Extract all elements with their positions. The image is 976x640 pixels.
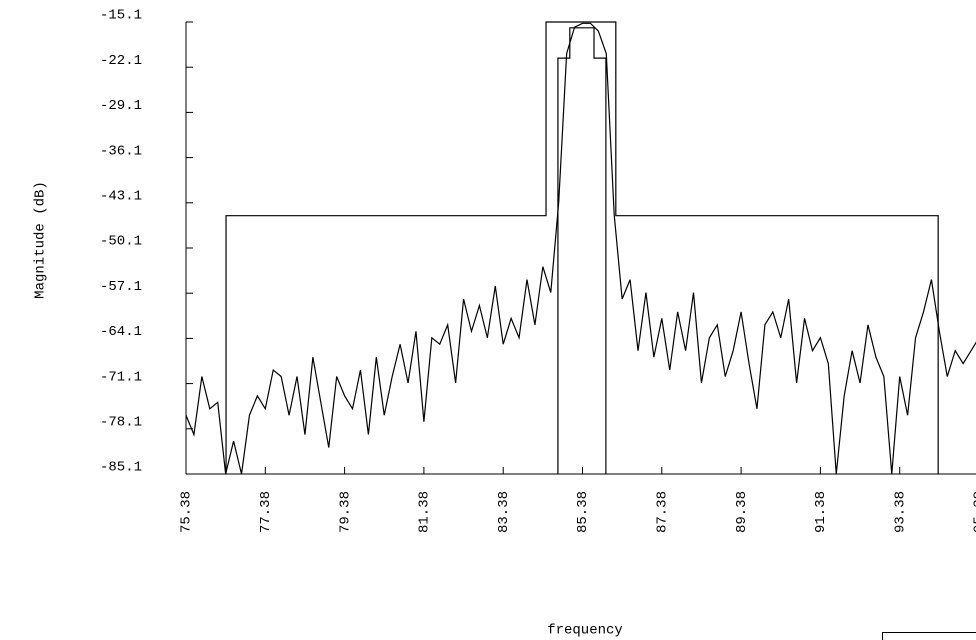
y-tick-label: -64.1 bbox=[100, 324, 142, 340]
x-tick-label: 95.38 bbox=[972, 491, 976, 533]
x-tick-label: 79.38 bbox=[337, 491, 353, 533]
y-tick-label: -15.1 bbox=[100, 8, 142, 24]
y-tick-label: -50.1 bbox=[100, 234, 142, 250]
y-tick-label: -29.1 bbox=[100, 98, 142, 114]
y-axis-label: Magnitude (dB) bbox=[33, 181, 49, 299]
y-tick-label: -85.1 bbox=[100, 460, 142, 476]
y-tick-label: -78.1 bbox=[100, 415, 142, 431]
x-tick-label: 93.38 bbox=[892, 491, 908, 533]
x-tick-label: 85.38 bbox=[575, 491, 591, 533]
y-tick-label: -71.1 bbox=[100, 369, 142, 385]
x-tick-label: 89.38 bbox=[734, 491, 750, 533]
y-tick-label: -36.1 bbox=[100, 143, 142, 159]
y-tick-label: -43.1 bbox=[100, 189, 142, 205]
line-series bbox=[185, 22, 976, 475]
x-axis-label: frequency bbox=[547, 623, 623, 639]
x-tick-label: 87.38 bbox=[655, 491, 671, 533]
x-tick-label: 81.38 bbox=[417, 491, 433, 533]
legend-box bbox=[882, 632, 976, 640]
line-series bbox=[225, 21, 939, 474]
x-tick-label: 77.38 bbox=[258, 491, 274, 533]
y-tick-label: -22.1 bbox=[100, 53, 142, 69]
x-tick-label: 83.38 bbox=[496, 491, 512, 533]
x-tick-label: 91.38 bbox=[813, 491, 829, 533]
line-series bbox=[557, 27, 607, 474]
x-tick-label: 75.38 bbox=[179, 491, 195, 533]
y-tick-label: -57.1 bbox=[100, 279, 142, 295]
